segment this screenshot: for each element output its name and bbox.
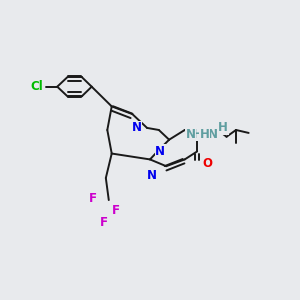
Text: F: F: [112, 204, 120, 217]
Text: H: H: [200, 128, 209, 141]
Text: F: F: [100, 216, 108, 229]
Text: N: N: [146, 169, 157, 182]
Text: O: O: [202, 157, 212, 170]
Text: H: H: [193, 128, 203, 141]
Text: H: H: [218, 122, 228, 134]
Text: F: F: [88, 192, 97, 205]
Text: N: N: [155, 145, 165, 158]
Text: N: N: [207, 128, 218, 141]
Text: N: N: [132, 122, 142, 134]
Text: Cl: Cl: [30, 80, 43, 93]
Text: N: N: [186, 128, 196, 141]
